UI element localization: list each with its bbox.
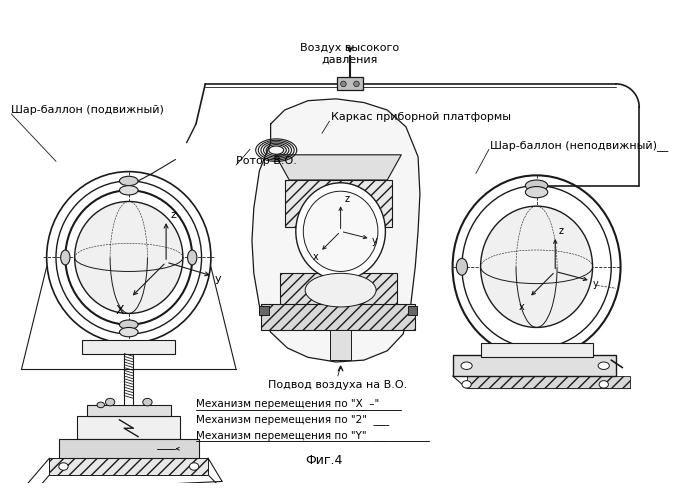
Ellipse shape [119, 320, 138, 330]
Text: z: z [559, 226, 564, 236]
Bar [452, 356, 616, 376]
Ellipse shape [305, 274, 376, 307]
Text: Механизм перемещения по "X  –": Механизм перемещения по "X –" [196, 399, 379, 409]
Ellipse shape [143, 398, 152, 406]
Ellipse shape [598, 362, 609, 370]
Bar [337, 78, 363, 90]
Text: x: x [312, 252, 319, 262]
Bar [49, 458, 208, 475]
Ellipse shape [189, 463, 198, 470]
Text: X: X [115, 304, 124, 317]
Bar [280, 274, 396, 306]
Bar [78, 416, 180, 440]
Bar [408, 306, 417, 316]
Ellipse shape [296, 183, 385, 280]
Text: Каркас приборной платформы: Каркас приборной платформы [331, 112, 511, 122]
Bar [480, 344, 593, 357]
Bar [87, 405, 171, 416]
Text: z: z [344, 194, 349, 203]
Bar [330, 330, 351, 360]
Text: Шар-баллон (подвижный): Шар-баллон (подвижный) [11, 105, 164, 115]
Text: Ротор В.О.: Ротор В.О. [236, 156, 297, 166]
Ellipse shape [105, 398, 115, 406]
Ellipse shape [119, 176, 138, 186]
Polygon shape [252, 99, 420, 362]
Ellipse shape [457, 258, 468, 275]
Ellipse shape [525, 180, 548, 191]
Text: Механизм перемещения по "Y"  ___: Механизм перемещения по "Y" ___ [196, 430, 389, 441]
Bar [82, 340, 176, 353]
Ellipse shape [59, 463, 68, 470]
Bar [59, 440, 198, 458]
Text: y: y [371, 236, 377, 246]
Text: z: z [171, 210, 177, 220]
Bar [260, 306, 269, 316]
Polygon shape [276, 155, 401, 180]
Text: Механизм перемещения по "2"  ___: Механизм перемещения по "2" ___ [196, 414, 389, 426]
Ellipse shape [119, 328, 138, 337]
Text: Фиг.4: Фиг.4 [305, 454, 343, 468]
Ellipse shape [119, 186, 138, 195]
Ellipse shape [480, 206, 593, 328]
Ellipse shape [525, 186, 548, 198]
Ellipse shape [60, 250, 70, 265]
Ellipse shape [452, 176, 620, 358]
Ellipse shape [599, 380, 609, 388]
Text: x: x [518, 302, 525, 312]
Bar [261, 304, 415, 330]
Text: y: y [593, 278, 598, 288]
Ellipse shape [97, 402, 105, 407]
Ellipse shape [461, 362, 472, 370]
Text: Воздух высокого
давления: Воздух высокого давления [301, 43, 400, 64]
Ellipse shape [75, 202, 183, 314]
Ellipse shape [303, 191, 378, 272]
Bar [466, 376, 630, 388]
Ellipse shape [341, 81, 346, 86]
Bar [285, 180, 392, 226]
Ellipse shape [462, 380, 471, 388]
Text: Шар-баллон (неподвижный)__: Шар-баллон (неподвижный)__ [490, 140, 668, 151]
Text: y: y [215, 274, 221, 284]
Ellipse shape [187, 250, 197, 265]
Text: Подвод воздуха на В.О.: Подвод воздуха на В.О. [268, 380, 407, 390]
Ellipse shape [46, 172, 211, 344]
Bar [22, 491, 222, 500]
Ellipse shape [354, 81, 359, 86]
